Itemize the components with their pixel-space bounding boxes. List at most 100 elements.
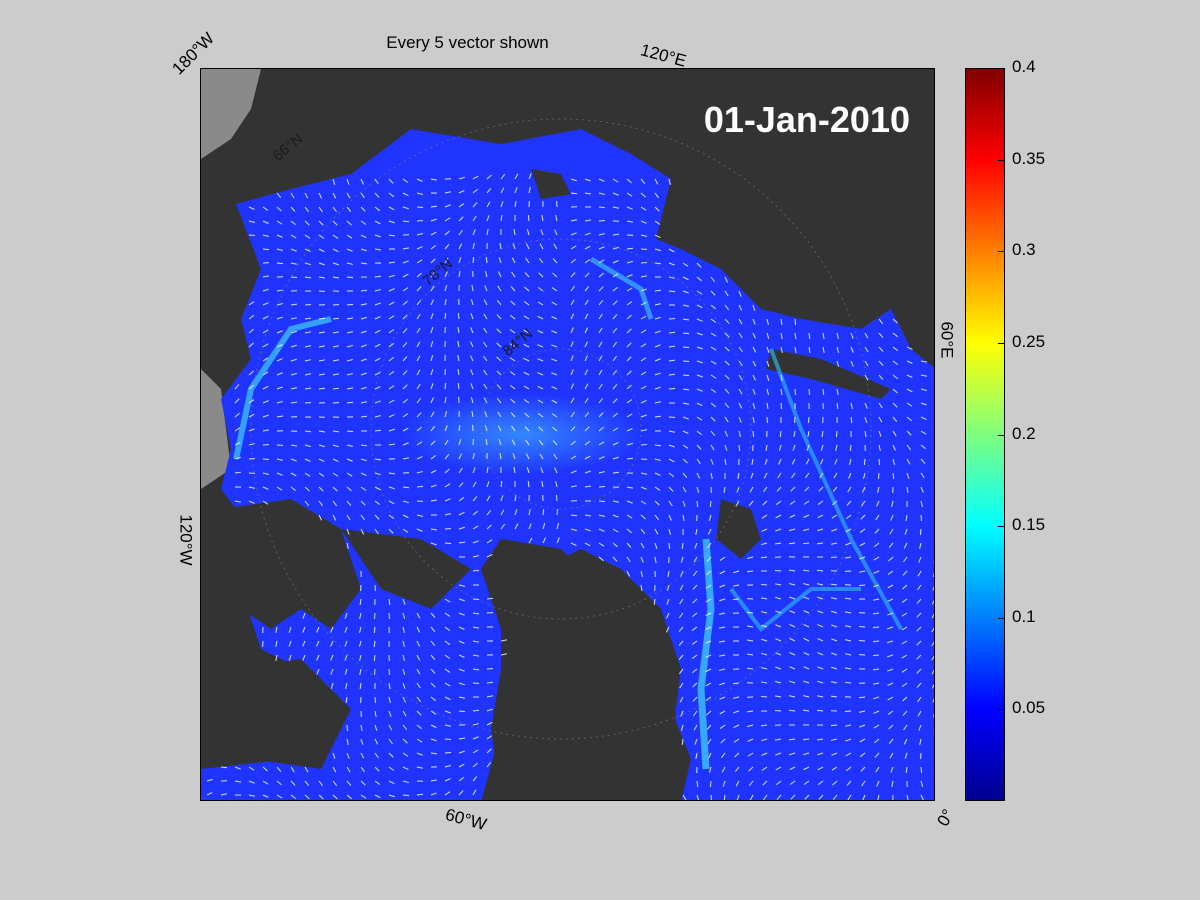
- drift-vector: [540, 467, 544, 474]
- drift-vector: [248, 399, 255, 404]
- drift-vector: [276, 444, 284, 447]
- drift-vector: [304, 262, 311, 266]
- drift-vector: [640, 443, 648, 446]
- drift-vector: [598, 355, 603, 362]
- drift-vector: [803, 766, 810, 771]
- drift-vector: [822, 346, 825, 353]
- drift-vector: [789, 624, 796, 628]
- drift-vector: [640, 234, 647, 237]
- drift-vector: [817, 500, 824, 505]
- drift-vector: [570, 299, 575, 306]
- drift-vector: [789, 752, 796, 756]
- drift-vector: [304, 206, 310, 213]
- drift-vector: [654, 528, 659, 535]
- drift-vector: [374, 192, 380, 198]
- drift-vector: [458, 176, 465, 180]
- drift-vector: [654, 500, 660, 506]
- drift-vector: [276, 192, 282, 199]
- drift-vector: [790, 794, 796, 800]
- drift-vector: [486, 229, 489, 236]
- drift-vector: [360, 401, 367, 404]
- drift-vector: [500, 509, 505, 516]
- drift-vector: [932, 586, 934, 591]
- drift-vector: [430, 792, 437, 796]
- drift-vector: [360, 386, 367, 390]
- drift-vector: [864, 430, 867, 437]
- drift-vector: [360, 500, 366, 506]
- drift-vector: [803, 780, 810, 785]
- drift-vector: [374, 724, 378, 731]
- drift-vector: [682, 262, 689, 267]
- drift-vector: [510, 398, 516, 404]
- drift-vector: [761, 667, 768, 670]
- drift-vector: [416, 246, 423, 250]
- drift-vector: [528, 187, 531, 194]
- drift-vector: [752, 360, 757, 367]
- drift-vector: [332, 780, 338, 787]
- drift-vector: [206, 778, 213, 782]
- drift-vector: [346, 303, 354, 306]
- drift-vector: [497, 285, 502, 292]
- drift-vector: [775, 652, 782, 656]
- drift-vector: [234, 456, 241, 460]
- drift-vector: [512, 243, 516, 250]
- drift-vector: [872, 612, 880, 615]
- drift-vector: [472, 215, 477, 222]
- drift-vector: [859, 724, 866, 728]
- drift-vector: [472, 496, 478, 502]
- drift-vector: [859, 556, 866, 560]
- drift-vector: [416, 299, 422, 306]
- drift-vector: [679, 682, 684, 689]
- drift-vector: [779, 430, 782, 438]
- drift-vector: [524, 412, 530, 418]
- drift-vector: [748, 780, 754, 787]
- drift-vector: [388, 668, 391, 676]
- drift-vector: [820, 444, 824, 451]
- drift-vector: [817, 695, 824, 698]
- drift-vector: [724, 346, 730, 352]
- drift-vector: [719, 626, 726, 629]
- drift-vector: [570, 313, 575, 320]
- drift-vector: [486, 695, 493, 698]
- drift-vector: [248, 314, 255, 320]
- drift-vector: [416, 426, 422, 432]
- novaya-zemlya: [766, 349, 891, 399]
- drift-vector: [892, 388, 898, 394]
- drift-vector: [873, 556, 880, 561]
- drift-vector: [458, 482, 464, 488]
- drift-vector: [640, 178, 646, 184]
- drift-vector: [444, 217, 451, 222]
- drift-vector: [472, 776, 478, 782]
- drift-vector: [444, 397, 447, 404]
- drift-vector: [444, 411, 448, 418]
- drift-vector: [693, 570, 698, 577]
- drift-vector: [276, 358, 283, 362]
- drift-vector: [416, 752, 423, 756]
- drift-vector: [416, 470, 423, 474]
- drift-vector: [332, 766, 337, 773]
- drift-vector: [316, 668, 320, 675]
- drift-vector: [723, 486, 726, 494]
- drift-vector: [470, 369, 474, 376]
- drift-vector: [416, 724, 422, 730]
- drift-vector: [304, 373, 311, 376]
- drift-vector: [388, 274, 395, 278]
- drift-vector: [584, 313, 589, 320]
- colorbar-tick-label: 0.05: [1012, 698, 1046, 718]
- drift-vector: [402, 500, 409, 504]
- drift-vector: [640, 399, 647, 404]
- drift-vector: [598, 327, 603, 334]
- drift-vector: [290, 303, 298, 306]
- drift-vector: [524, 272, 530, 278]
- drift-vector: [288, 654, 292, 661]
- drift-vector: [486, 539, 493, 544]
- drift-vector: [373, 626, 376, 634]
- drift-vector: [654, 330, 661, 334]
- drift-vector: [831, 514, 838, 519]
- drift-vector: [916, 598, 922, 604]
- drift-vector: [248, 766, 255, 771]
- drift-vector: [332, 262, 339, 266]
- drift-vector: [654, 401, 661, 404]
- drift-vector: [513, 228, 516, 236]
- drift-vector: [416, 219, 424, 222]
